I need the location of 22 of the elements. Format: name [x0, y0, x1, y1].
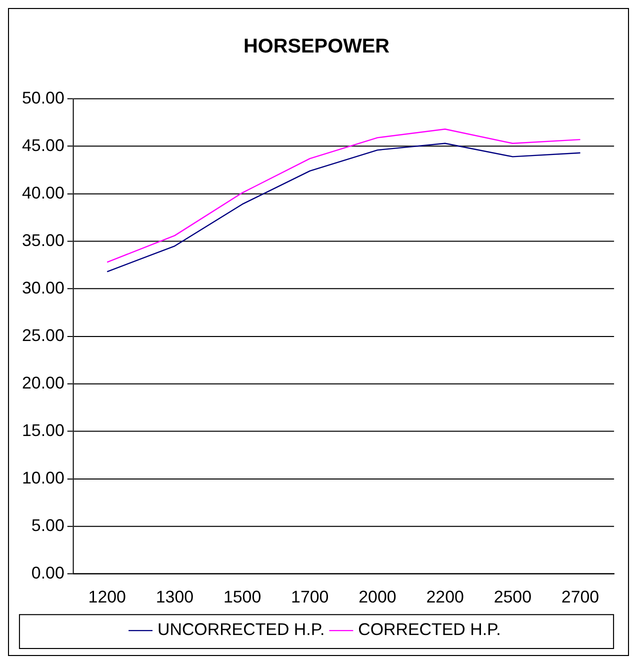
y-tick-label: 5.00 — [31, 516, 64, 536]
x-tick-label: 2000 — [358, 588, 396, 607]
y-tick-label: 40.00 — [22, 183, 64, 202]
y-tick-label: 35.00 — [22, 230, 64, 250]
y-tick-label: 25.00 — [22, 326, 64, 345]
x-tick-label: 1500 — [223, 588, 262, 607]
x-tick-label: 2700 — [561, 588, 600, 607]
y-tick-label: 15.00 — [22, 420, 64, 440]
x-tick-label: 2500 — [494, 588, 532, 607]
y-tick-label: 50.00 — [22, 88, 64, 108]
legend-label: CORRECTED H.P. — [358, 620, 501, 640]
x-tick-label: 1300 — [156, 588, 194, 607]
x-tick-label: 2200 — [426, 588, 464, 607]
y-tick-label: 0.00 — [31, 564, 64, 583]
y-tick-label: 30.00 — [22, 278, 64, 298]
y-tick-label: 20.00 — [22, 373, 64, 392]
legend-label: UNCORRECTED H.P. — [157, 620, 325, 640]
y-tick-label: 10.00 — [22, 468, 64, 488]
x-tick-label: 1700 — [291, 588, 329, 607]
y-tick-label: 45.00 — [22, 136, 64, 155]
x-tick-label: 1200 — [88, 588, 126, 607]
chart-title: HORSEPOWER — [243, 35, 390, 58]
